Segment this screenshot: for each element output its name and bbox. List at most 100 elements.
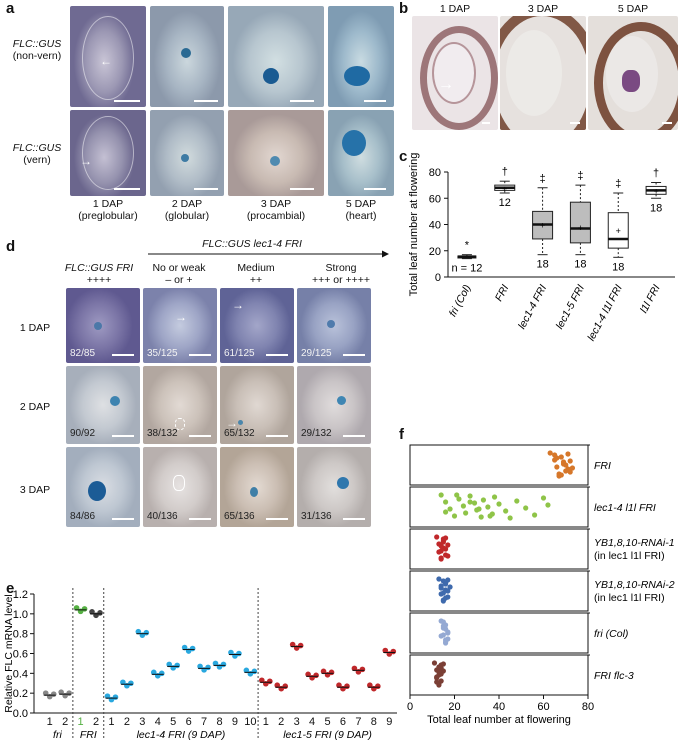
f-point <box>552 452 558 458</box>
c-y-tick-label: 20 <box>429 246 441 258</box>
c-category-label: lec1-5 FRI <box>554 283 587 331</box>
f-point <box>476 506 482 512</box>
e-point <box>236 650 242 657</box>
panel-d-col1-header: FLC::GUS FRI ++++ <box>64 262 134 286</box>
f-row-label: YB1,8,10-RNAi-1 <box>594 537 675 549</box>
c-box-4: + ‡ 18 <box>607 178 629 273</box>
f-row-label: FRI flc-3 <box>594 670 634 682</box>
f-point <box>443 546 449 552</box>
panel-d-letter: d <box>6 238 16 255</box>
f-row-label: YB1,8,10-RNAi-2 <box>594 579 675 591</box>
c-signif-mark: † <box>653 168 659 180</box>
f-point <box>565 451 571 457</box>
c-mean-mark: + <box>616 226 621 236</box>
micrograph-d-2dap-weak: 38/132 <box>143 366 217 444</box>
panel-b-col3-label: 5 DAP <box>617 3 649 15</box>
panel-b-col1-label: 1 DAP <box>439 3 471 15</box>
f-point <box>440 536 446 542</box>
c-y-axis-label: Total leaf number at flowering <box>408 153 420 297</box>
f-row-4: fri (Col) <box>409 612 628 654</box>
panel-f-letter: f <box>399 426 404 443</box>
micrograph-d-3dap-strong: 31/136 <box>297 447 371 527</box>
fraction-label: 65/132 <box>224 428 255 439</box>
fraction-label: 38/132 <box>147 428 178 439</box>
e-point <box>359 666 366 673</box>
f-point <box>440 578 446 584</box>
micrograph-a-3dap-nonvern <box>228 6 324 107</box>
micrograph-a-1dap-nonvern: ← <box>70 6 146 107</box>
f-point <box>480 497 487 503</box>
c-box-rect <box>569 201 591 244</box>
f-row-sublabel: (in lec1 l1l FRI) <box>594 550 665 562</box>
f-point <box>445 588 451 594</box>
e-point <box>158 670 165 677</box>
f-point <box>507 515 513 521</box>
panel-d-col4-header: Strong +++ or ++++ <box>311 262 371 286</box>
f-point <box>438 556 444 562</box>
f-point <box>565 466 571 472</box>
f-point <box>485 504 491 510</box>
panel-a-letter: a <box>6 0 15 17</box>
e-x-tick-label: 7 <box>355 716 361 728</box>
f-x-tick-label: 0 <box>407 701 413 713</box>
f-point <box>438 543 444 549</box>
e-y-tick-label: 0.6 <box>13 649 28 661</box>
c-y-tick-label: 80 <box>429 167 441 179</box>
e-x-tick-label: 4 <box>155 716 161 728</box>
fraction-label: 61/125 <box>224 348 255 359</box>
e-group-label: fri <box>53 729 62 740</box>
c-signif-mark: * <box>465 240 470 252</box>
e-point <box>313 672 319 679</box>
fraction-label: 90/92 <box>70 428 96 439</box>
c-n-label: 12 <box>499 197 511 209</box>
e-point <box>228 649 234 656</box>
e-x-tick-label: 9 <box>386 716 392 728</box>
e-point <box>150 669 157 676</box>
f-point <box>451 513 458 519</box>
f-point <box>438 633 444 639</box>
e-point <box>367 682 373 689</box>
e-point <box>189 645 196 652</box>
micrograph-d-2dap-strong: 29/132 <box>297 366 371 444</box>
fraction-label: 82/85 <box>70 348 96 359</box>
e-group-label: lec1-5 FRI (9 DAP) <box>283 729 372 740</box>
e-point <box>243 667 250 674</box>
e-point <box>89 609 95 615</box>
e-point <box>205 664 211 671</box>
e-y-tick-label: 0.8 <box>13 629 28 641</box>
c-signif-mark: ‡ <box>615 178 621 190</box>
e-point <box>174 662 180 669</box>
f-point <box>438 591 444 597</box>
f-row-box <box>409 486 589 528</box>
e-point <box>282 683 289 690</box>
c-y-tick-label: 0 <box>435 272 441 284</box>
e-point <box>251 668 258 675</box>
panel-d-group-arrow <box>148 250 389 258</box>
e-point <box>81 606 88 612</box>
e-x-tick-label: 2 <box>62 716 68 728</box>
f-row-label: FRI <box>594 460 611 472</box>
micrograph-d-1dap-weak: → 35/125 <box>143 288 217 363</box>
f-point <box>454 492 460 498</box>
f-point <box>547 450 553 456</box>
e-point <box>259 677 265 684</box>
f-row-sublabel: (in lec1 l1l FRI) <box>594 592 665 604</box>
panel-d-group-title: FLC::GUS lec1-4 FRI <box>202 238 302 250</box>
section-b-1dap: → <box>412 16 498 130</box>
micrograph-d-2dap-medium: → 65/132 <box>220 366 294 444</box>
f-row-1: lec1-4 l1l FRI <box>409 486 656 528</box>
e-x-tick-label: 1 <box>78 716 84 728</box>
micrograph-d-1dap-medium: → 61/125 <box>220 288 294 363</box>
fraction-label: 84/86 <box>70 511 96 522</box>
c-y-tick-label: 60 <box>429 193 441 205</box>
f-point <box>447 506 453 512</box>
e-y-tick-label: 1.0 <box>13 609 28 621</box>
e-point <box>97 610 103 616</box>
c-n-label: 18 <box>536 259 548 271</box>
c-n-label: 18 <box>574 259 586 271</box>
c-mean-mark: + <box>578 223 583 233</box>
e-group-label: FRI <box>80 729 97 740</box>
c-y-tick-label: 40 <box>429 220 441 232</box>
c-mean-mark: + <box>502 184 507 194</box>
